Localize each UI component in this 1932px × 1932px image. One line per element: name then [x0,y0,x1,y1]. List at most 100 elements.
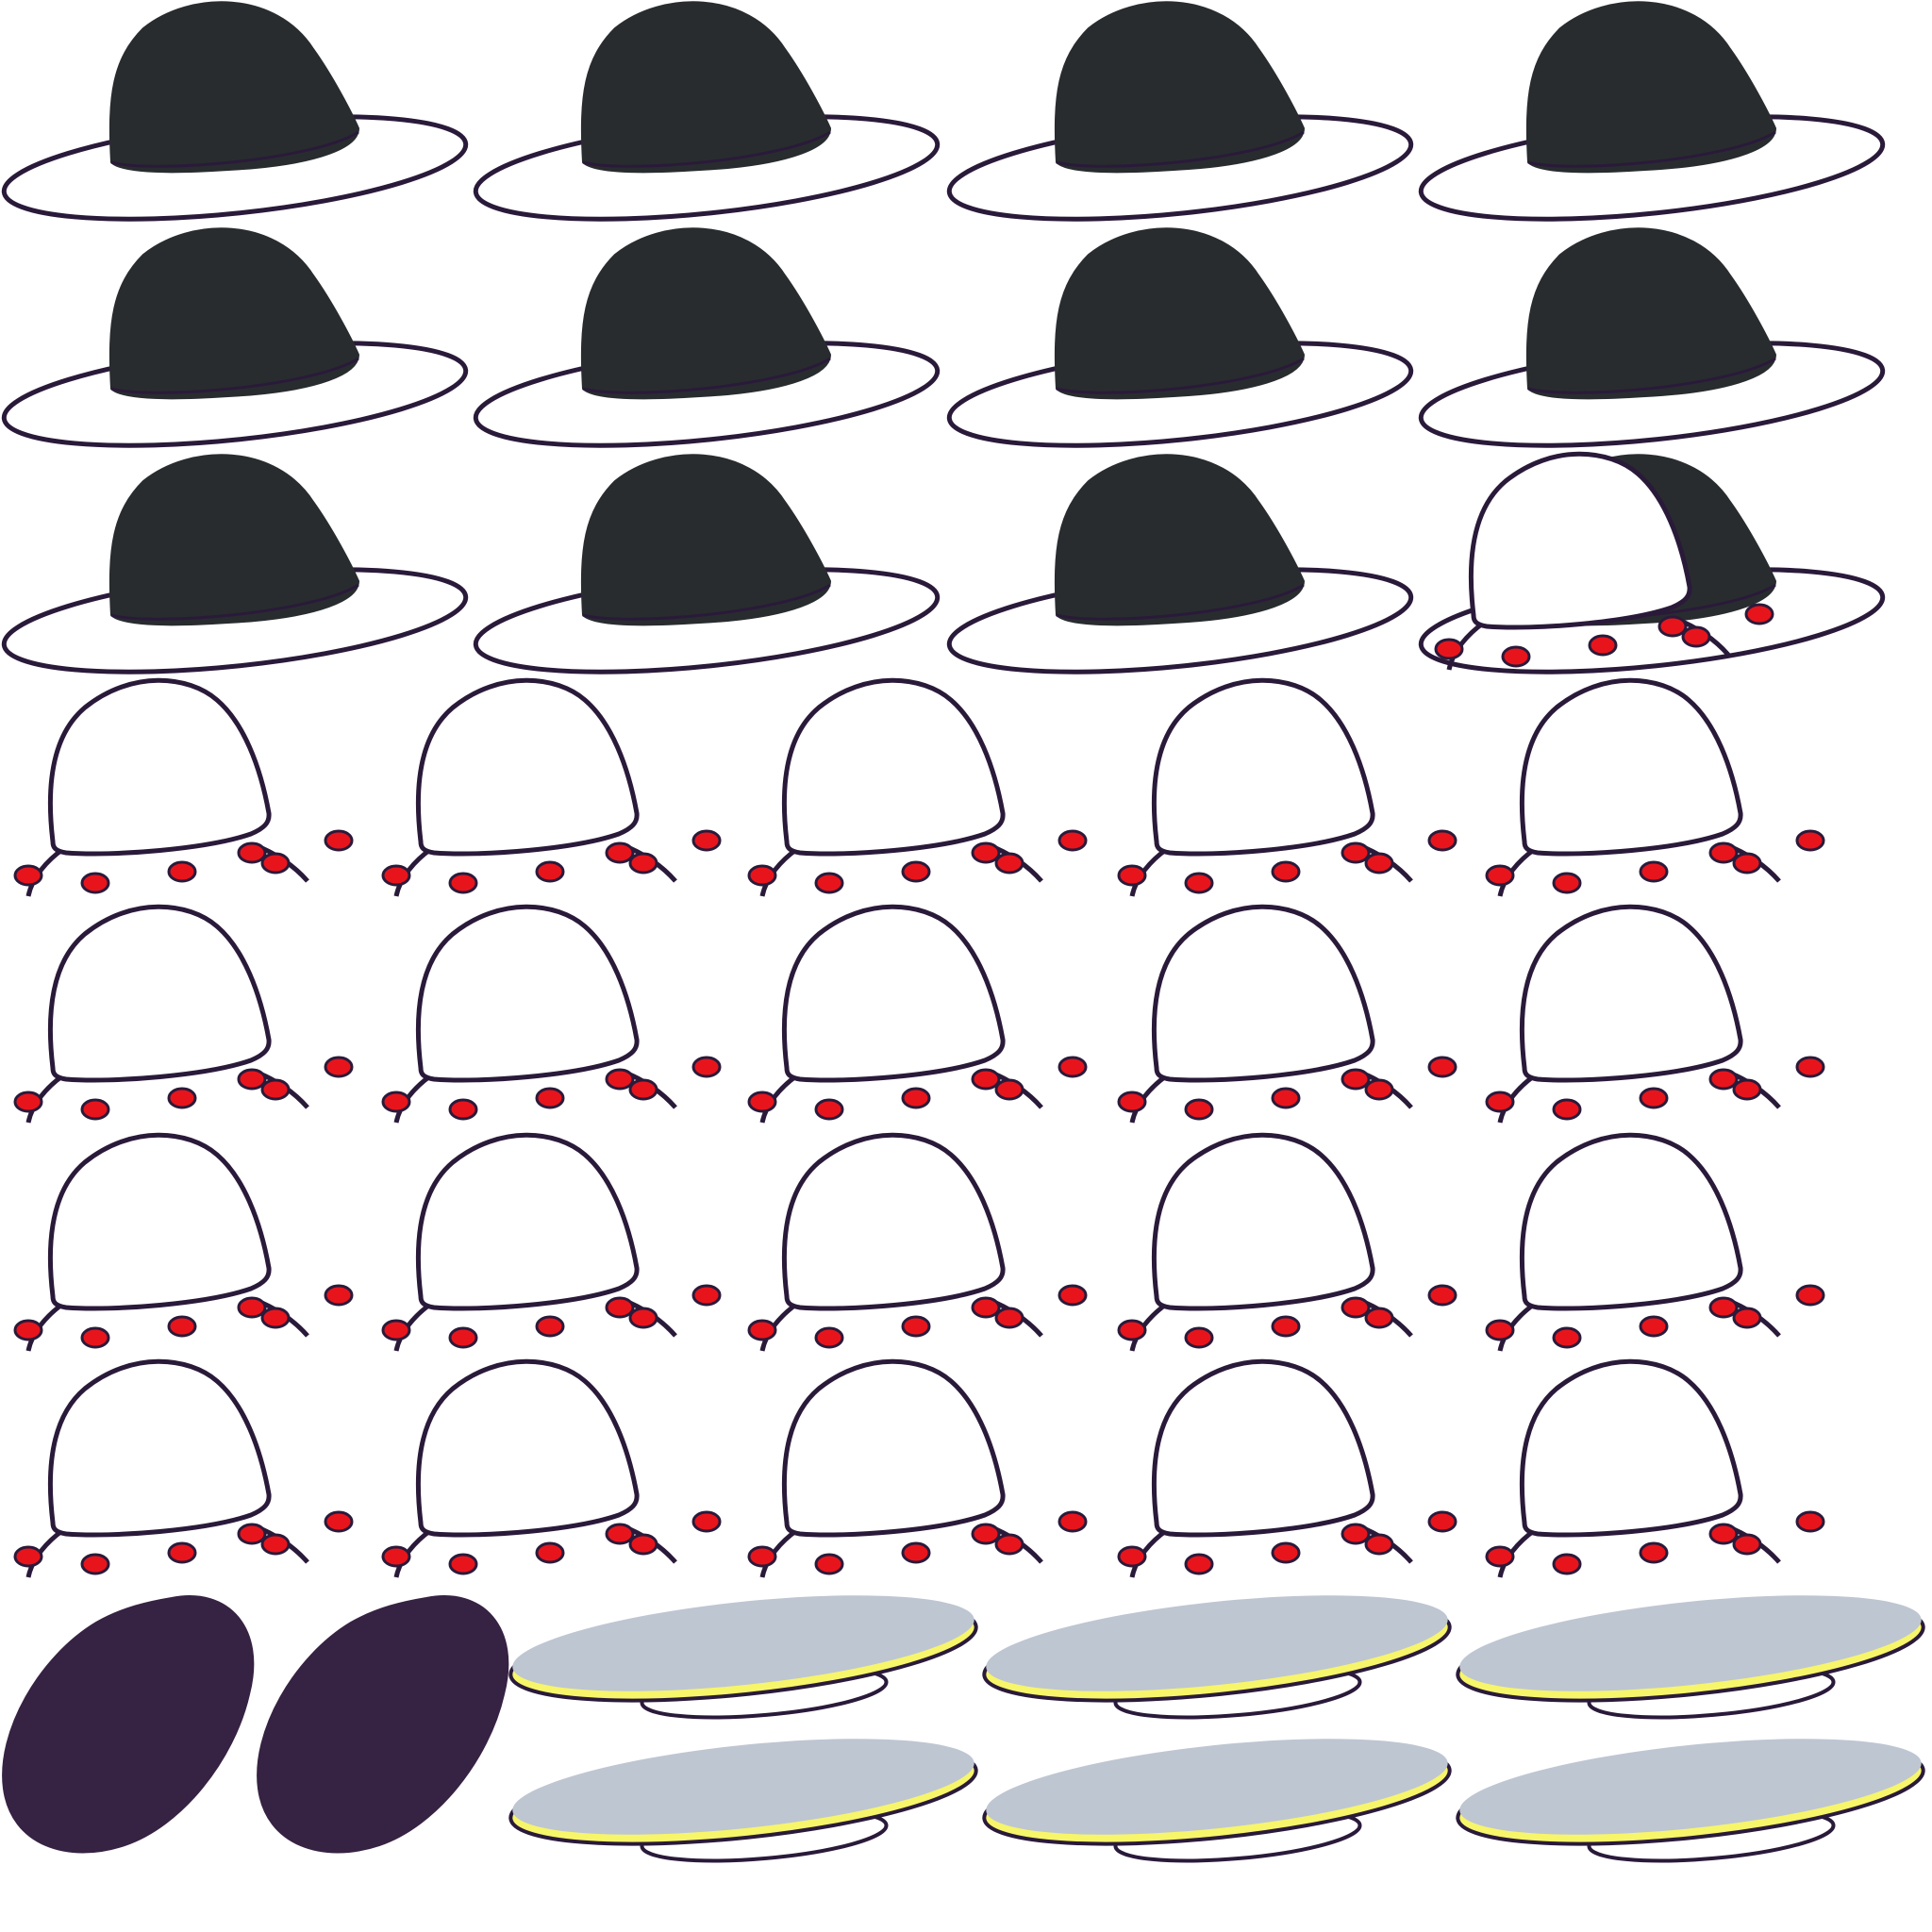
ufo-dome [47,1358,272,1538]
ufo-light-icon [605,1523,635,1545]
ufo-light-icon [167,1315,197,1338]
hat-crown [1054,1,1306,174]
ufo-light-icon [628,1078,658,1101]
ufo-light-icon [1117,1319,1147,1341]
ufo-dome [1519,677,1743,857]
hat-band-line [1527,357,1776,394]
ufo-light-icon [971,841,1001,864]
ufo-light-icon [994,852,1024,874]
ufo-light-icon [1058,1284,1088,1307]
ufo-light-icon [814,1098,844,1121]
hat-crown [108,454,360,626]
ufo-light-icon [80,1098,110,1121]
ufo-light-icon [1434,638,1464,660]
ufo-light-icon [747,864,777,887]
hat-crown [580,227,832,400]
ufo-dome [47,1132,272,1311]
ufo-light-icon [1795,1056,1825,1078]
ufo-icon [1117,904,1457,1124]
ufo-light-icon [1708,841,1739,864]
ufo-light-icon [1795,1510,1825,1533]
ufo-light-icon [80,1553,110,1575]
hat-crown [580,1,832,174]
ufo-light-icon [1732,1078,1762,1101]
plate-top [1459,1595,1922,1691]
ufo-light-icon [1639,1541,1669,1564]
ufo-icon [381,904,722,1124]
ufo-light-icon [814,872,844,894]
ufo-light-icon [1732,1307,1762,1329]
hat-band-line [1056,130,1305,168]
ufo-light-icon [237,841,267,864]
ufo-dome [415,1132,640,1311]
ufo-icon [747,1132,1088,1352]
ufo-light-icon [1639,1087,1669,1109]
ufo-light-icon [13,1545,43,1568]
ufo-light-icon [605,1068,635,1091]
bean-shape [257,1595,509,1854]
ufo-light-icon [1184,1326,1214,1349]
ufo-light-icon [971,1068,1001,1091]
ufo-icon [13,1132,354,1352]
hat-icon [473,1,941,222]
hat-band-line [1527,130,1776,168]
ufo-light-icon [324,1056,354,1078]
ufo-dome [1519,1132,1743,1311]
hat-crown [1525,1,1777,174]
ufo-light-icon [1427,1510,1457,1533]
ufo-icon [1434,451,1774,671]
ufo-light-icon [1364,1533,1394,1556]
ufo-light-icon [260,1307,291,1329]
ufo-icon [13,904,354,1124]
ufo-light-icon [260,1533,291,1556]
ufo-icon [381,1132,722,1352]
ufo-light-icon [13,1319,43,1341]
ufo-light-icon [971,1296,1001,1319]
ufo-light-icon [448,1326,478,1349]
ufo-light-icon [628,852,658,874]
ufo-light-icon [1744,603,1774,625]
hat-crown [1525,227,1777,400]
hat-icon [1418,1,1886,222]
ufo-light-icon [994,1307,1024,1329]
bean-icon [257,1595,509,1854]
ufo-icon [1117,677,1457,897]
ufo-light-icon [1552,1098,1582,1121]
ufo-light-icon [381,1319,411,1341]
hats-group [1,1,1886,675]
ufo-light-icon [1552,872,1582,894]
ufo-light-icon [1501,645,1531,668]
ufo-light-icon [1364,1078,1394,1101]
ufo-icon [747,1358,1088,1578]
bean-shape [2,1595,255,1854]
ufo-light-icon [381,1091,411,1113]
ufo-light-icon [1117,864,1147,887]
ufo-light-icon [260,1078,291,1101]
hat-band-line [582,357,831,394]
ufo-icon [13,677,354,897]
ufo-light-icon [448,1553,478,1575]
ufo-icon [1117,1358,1457,1578]
ufo-light-icon [1364,852,1394,874]
ufo-dome [1151,1132,1375,1311]
ufo-light-icon [237,1068,267,1091]
ufo-dome [415,1358,640,1538]
hat-band-line [110,130,359,168]
plate-top [986,1739,1448,1835]
ufo-dome [781,1132,1006,1311]
ufo-light-icon [1639,860,1669,883]
ufo-light-icon [1427,1056,1457,1078]
ufo-light-icon [901,1315,931,1338]
hat-icon [946,1,1414,222]
ufo-light-icon [80,872,110,894]
ufo-light-icon [1341,841,1371,864]
hat-icon [1,454,469,675]
ufo-light-icon [994,1533,1024,1556]
hat-icon [1418,227,1886,448]
hat-band-line [1056,357,1305,394]
ufo-icon [381,1358,722,1578]
hat-icon [473,227,941,448]
ufo-light-icon [324,1284,354,1307]
ufo-dome [781,1358,1006,1538]
